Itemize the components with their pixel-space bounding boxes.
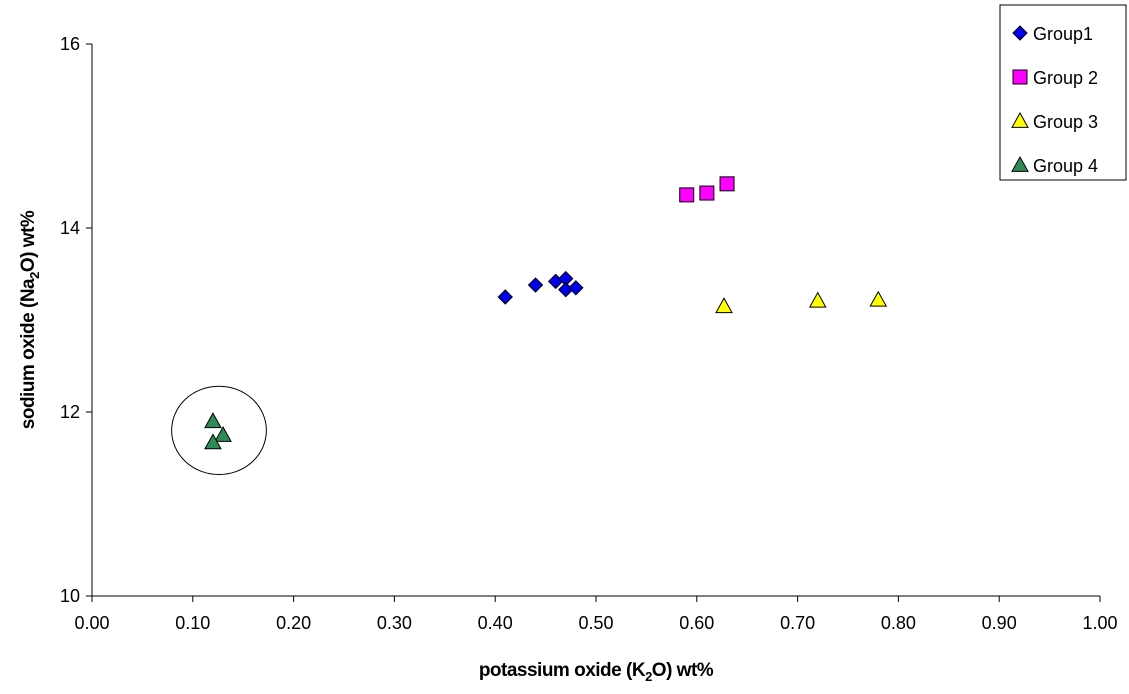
- data-point: [679, 187, 695, 203]
- y-tick-label: 12: [60, 402, 80, 422]
- x-tick-label: 0.10: [175, 613, 210, 633]
- y-axis-title: sodium oxide (Na2O) wt%: [18, 210, 42, 429]
- legend-label: Group 3: [1033, 112, 1098, 132]
- annotations: [171, 385, 267, 476]
- y-axis-label: sodium oxide (Na2O) wt%: [18, 210, 42, 429]
- x-tick-label: 0.30: [377, 613, 412, 633]
- data-point: [699, 185, 715, 201]
- x-tick-label: 0.90: [982, 613, 1017, 633]
- data-point: [527, 277, 544, 293]
- legend-label: Group 4: [1033, 156, 1098, 176]
- x-tick-label: 0.00: [74, 613, 109, 633]
- x-tick-label: 0.40: [478, 613, 513, 633]
- x-tick-label: 0.70: [780, 613, 815, 633]
- axes: 0.00 0.10 0.20 0.30 0.40 0.50 0.60 0.70 0.80 0.90…: [60, 34, 1118, 633]
- legend-marker: [1011, 155, 1029, 172]
- y-tick-label: 10: [60, 586, 80, 606]
- data-point: [204, 433, 222, 450]
- data-point: [715, 297, 733, 314]
- x-tick-label: 1.00: [1082, 613, 1117, 633]
- legend-label: Group1: [1033, 24, 1093, 44]
- data-point: [869, 290, 888, 307]
- legend-label: Group 2: [1033, 68, 1098, 88]
- data-point: [497, 289, 513, 305]
- data-point: [204, 412, 222, 429]
- data-point: [214, 425, 232, 442]
- legend: Group1 Group 2 Group 3 Group 4: [999, 4, 1127, 181]
- legend-marker: [1011, 111, 1029, 128]
- x-tick-label: 0.60: [679, 613, 714, 633]
- x-axis-title: potassium oxide (K2O) wt%: [479, 660, 714, 684]
- x-axis-label: potassium oxide (K2O) wt%: [479, 660, 714, 684]
- data-point: [808, 291, 827, 308]
- data-point: [719, 176, 735, 192]
- y-tick-label: 14: [60, 218, 80, 238]
- data-points: [204, 176, 888, 450]
- legend-marker: [1012, 69, 1028, 85]
- x-tick-label: 0.20: [276, 613, 311, 633]
- highlight-circle: [171, 385, 267, 476]
- x-tick-label: 0.80: [881, 613, 916, 633]
- y-tick-label: 16: [60, 34, 80, 54]
- data-point: [568, 280, 584, 296]
- x-tick-label: 0.50: [578, 613, 613, 633]
- legend-marker: [1012, 25, 1028, 41]
